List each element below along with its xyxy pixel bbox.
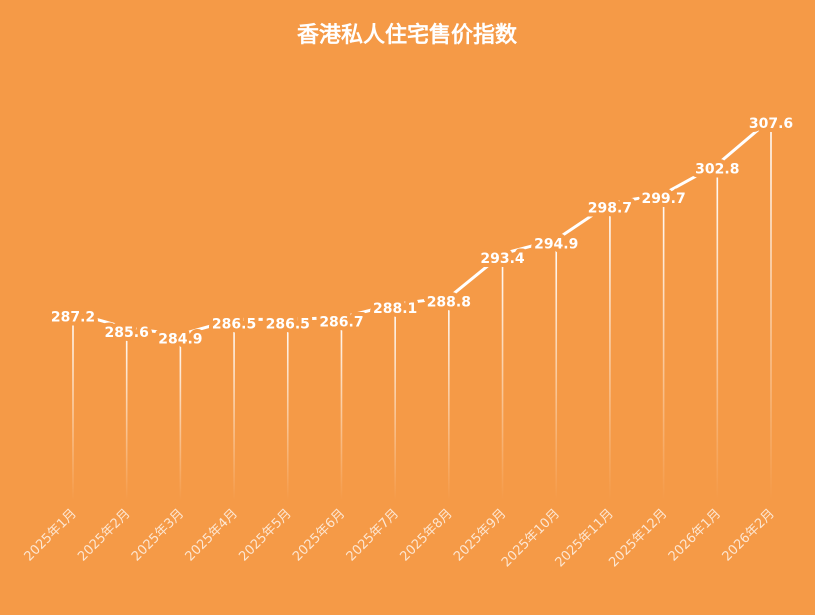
stem xyxy=(770,118,772,500)
value-label: 293.4 xyxy=(480,251,525,267)
value-label: 285.6 xyxy=(105,325,149,341)
value-label: 286.5 xyxy=(212,316,256,332)
stem xyxy=(501,253,504,500)
stem xyxy=(662,193,665,500)
value-label: 307.6 xyxy=(749,116,793,132)
value-label: 298.7 xyxy=(588,200,632,216)
stem xyxy=(394,304,396,500)
stem xyxy=(609,203,611,500)
value-label: 286.7 xyxy=(319,314,363,330)
value-label: 287.2 xyxy=(51,310,95,326)
trend-line xyxy=(72,117,772,337)
value-label: 286.5 xyxy=(266,316,310,332)
stem xyxy=(233,319,235,500)
value-label: 299.7 xyxy=(641,191,685,207)
stem xyxy=(72,312,74,500)
stem xyxy=(179,334,182,500)
value-label: 288.1 xyxy=(373,301,417,317)
chart-title: 香港私人住宅售价指数 xyxy=(297,22,518,48)
stem xyxy=(125,327,128,500)
value-label: 294.9 xyxy=(534,237,578,253)
value-label: 302.8 xyxy=(695,161,739,177)
stem xyxy=(340,317,343,500)
value-label: 284.9 xyxy=(158,332,202,348)
stem xyxy=(286,319,289,500)
stem xyxy=(716,164,719,500)
stem xyxy=(555,239,558,500)
stem xyxy=(448,297,450,500)
value-label: 288.8 xyxy=(427,295,471,311)
